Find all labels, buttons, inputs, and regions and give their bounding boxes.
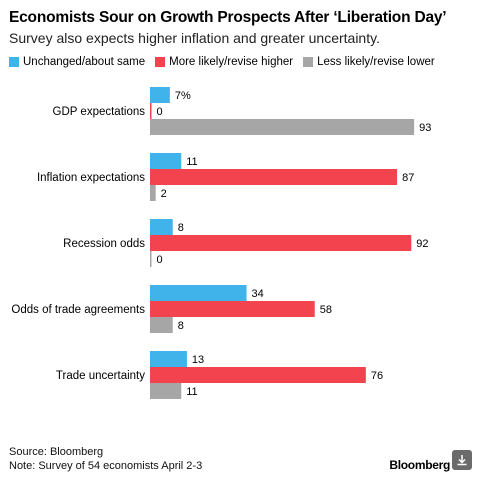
data-label-less-likely-revise-lower-gdp-expectations: 93: [419, 122, 431, 134]
data-label-less-likely-revise-lower-inflation-expectations: 2: [161, 188, 167, 200]
data-label-unchanged-about-same-inflation-expectations: 11: [186, 156, 197, 168]
data-label-less-likely-revise-lower-odds-of-trade-agreements: 8: [178, 320, 184, 332]
survey-note: Note: Survey of 54 economists April 2-3: [9, 460, 203, 472]
data-label-more-likely-revise-higher-odds-of-trade-agreements: 58: [320, 304, 332, 316]
legend-item-more-likely: More likely/revise higher: [155, 56, 293, 68]
legend-label-unchanged: Unchanged/about same: [23, 56, 146, 68]
bar-less-likely-revise-lower-trade-uncertainty: [150, 383, 182, 399]
bar-more-likely-revise-higher-recession-odds: [150, 235, 412, 251]
bar-less-likely-revise-lower-gdp-expectations: [150, 119, 415, 135]
bar-more-likely-revise-higher-odds-of-trade-agreements: [150, 301, 315, 317]
bar-unchanged-about-same-odds-of-trade-agreements: [150, 285, 247, 301]
data-label-unchanged-about-same-odds-of-trade-agreements: 34: [252, 288, 264, 300]
data-label-less-likely-revise-lower-trade-uncertainty: 11: [186, 386, 197, 398]
bar-unchanged-about-same-inflation-expectations: [150, 153, 182, 169]
legend: Unchanged/about same More likely/revise …: [9, 56, 435, 68]
data-label-unchanged-about-same-gdp-expectations: 7%: [175, 90, 191, 102]
legend-swatch-less-likely: [303, 57, 314, 67]
bar-more-likely-revise-higher-inflation-expectations: [150, 169, 398, 185]
legend-label-more-likely: More likely/revise higher: [169, 56, 294, 68]
legend-label-less-likely: Less likely/revise lower: [317, 56, 435, 68]
legend-item-unchanged: Unchanged/about same: [9, 56, 145, 68]
bar-unchanged-about-same-trade-uncertainty: [150, 351, 187, 367]
bar-unchanged-about-same-gdp-expectations: [150, 87, 170, 103]
bar-more-likely-revise-higher-trade-uncertainty: [150, 367, 366, 383]
bar-unchanged-about-same-recession-odds: [150, 219, 173, 235]
category-label-recession-odds: Recession odds: [63, 238, 145, 250]
legend-swatch-more-likely: [155, 57, 166, 67]
bar-less-likely-revise-lower-inflation-expectations: [150, 185, 156, 201]
data-label-more-likely-revise-higher-gdp-expectations: 0: [157, 106, 163, 118]
chart-subtitle: Survey also expects higher inflation and…: [9, 30, 380, 46]
data-label-unchanged-about-same-trade-uncertainty: 13: [192, 354, 204, 366]
data-label-more-likely-revise-higher-inflation-expectations: 87: [402, 172, 414, 184]
source-note: Source: Bloomberg: [9, 446, 104, 458]
bar-more-likely-revise-higher-gdp-expectations: [150, 103, 152, 119]
category-label-inflation-expectations: Inflation expectations: [37, 172, 145, 184]
category-label-trade-uncertainty: Trade uncertainty: [56, 370, 145, 382]
download-icon: [457, 455, 467, 466]
legend-item-less-likely: Less likely/revise lower: [303, 56, 435, 68]
bar-less-likely-revise-lower-odds-of-trade-agreements: [150, 317, 173, 333]
bar-chart: GDP expectations 7% 0 93 Inflation expectati…: [11, 87, 431, 399]
data-label-more-likely-revise-higher-trade-uncertainty: 76: [371, 370, 383, 382]
category-label-gdp-expectations: GDP expectations: [53, 106, 146, 118]
data-label-more-likely-revise-higher-recession-odds: 92: [416, 238, 428, 250]
download-button[interactable]: [452, 450, 472, 470]
legend-swatch-unchanged: [9, 57, 19, 67]
bar-less-likely-revise-lower-recession-odds: [150, 251, 152, 267]
brand-logo: Bloomberg: [389, 458, 450, 472]
chart-title: Economists Sour on Growth Prospects Afte…: [9, 9, 447, 26]
category-label-odds-of-trade-agreements: Odds of trade agreements: [11, 304, 145, 316]
data-label-unchanged-about-same-recession-odds: 8: [178, 222, 184, 234]
data-label-less-likely-revise-lower-recession-odds: 0: [157, 254, 163, 266]
